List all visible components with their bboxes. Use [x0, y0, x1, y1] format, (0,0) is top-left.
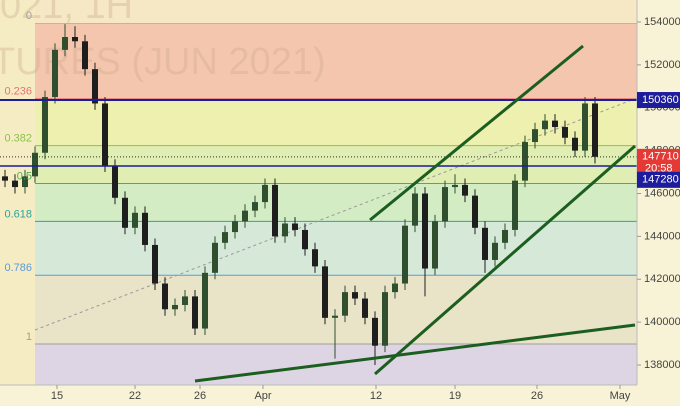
- candle-body: [362, 298, 368, 318]
- candle-body: [172, 304, 178, 310]
- candle-body: [212, 242, 218, 273]
- y-tick-label: 138000: [644, 359, 680, 371]
- candle-body: [302, 229, 308, 250]
- candle-body: [412, 193, 418, 226]
- candle-body: [322, 266, 328, 318]
- last-price-box: [637, 148, 680, 175]
- candle-body: [442, 187, 448, 222]
- trend-line: [369, 44, 584, 222]
- candle-body: [592, 103, 598, 157]
- fib-band: [35, 275, 637, 344]
- candle-body: [562, 127, 568, 138]
- candle-body: [332, 315, 338, 318]
- candle-body: [522, 142, 528, 181]
- fib-band: [35, 23, 637, 99]
- fib-band-top: [35, 0, 637, 24]
- candle-body: [282, 223, 288, 237]
- candle-body: [292, 223, 298, 230]
- fib-label: 0: [26, 10, 32, 22]
- watermark-top: 021, 1H: [0, 0, 133, 27]
- candle-body: [202, 272, 208, 329]
- y-tick-label: 146000: [644, 187, 680, 199]
- candle-body: [402, 225, 408, 284]
- candle-body: [312, 249, 318, 267]
- last-price-label: 147710: [642, 151, 679, 163]
- candle-body: [262, 184, 268, 203]
- candle-body: [552, 120, 558, 128]
- price-line-label: 150360: [642, 94, 679, 106]
- x-tick-label: 19: [449, 390, 461, 402]
- candle-body: [542, 120, 548, 130]
- candle-body: [222, 232, 228, 243]
- price-line-box: [637, 92, 680, 109]
- countdown-label: 20:58: [645, 163, 673, 175]
- candle-body: [422, 193, 428, 269]
- candle-body: [492, 242, 498, 260]
- fib-label: 0.618: [4, 208, 32, 220]
- candle-body: [532, 129, 538, 143]
- candle-body: [382, 292, 388, 346]
- candle-body: [42, 97, 48, 153]
- candle-body: [62, 37, 68, 50]
- candle-body: [152, 244, 158, 284]
- candle-body: [462, 184, 468, 196]
- fib-label: 1: [26, 331, 32, 343]
- candle-body: [192, 296, 198, 329]
- candle-body: [12, 180, 18, 188]
- candle-body: [372, 317, 378, 346]
- candle-body: [272, 184, 278, 237]
- y-tick-label: 154000: [644, 16, 680, 28]
- price-line-box: [637, 171, 680, 188]
- trend-line: [194, 323, 636, 383]
- y-tick-label: 152000: [644, 59, 680, 71]
- candle-body: [132, 212, 138, 228]
- fib-label: 0.236: [4, 86, 32, 98]
- candle-body: [452, 184, 458, 188]
- price-line-label: 147280: [642, 174, 679, 186]
- candle-body: [232, 221, 238, 233]
- candle-body: [502, 229, 508, 243]
- candle-body: [342, 292, 348, 316]
- candle-body: [72, 37, 78, 42]
- candle-body: [392, 283, 398, 293]
- x-tick-label: 15: [51, 390, 63, 402]
- candle-body: [242, 210, 248, 222]
- candle-body: [472, 195, 478, 228]
- candle-body: [22, 176, 28, 188]
- candle-body: [32, 152, 38, 177]
- y-tick-label: 142000: [644, 273, 680, 285]
- candle-body: [582, 103, 588, 151]
- candle-body: [252, 202, 258, 211]
- candle-body: [142, 212, 148, 245]
- candle-body: [112, 165, 118, 198]
- candle-body: [52, 49, 58, 98]
- candle-body: [482, 227, 488, 260]
- fib-band: [35, 145, 637, 184]
- trend-line: [374, 144, 636, 376]
- watermark: TURES (JUN 2021): [0, 41, 326, 83]
- x-tick-label: 26: [531, 390, 543, 402]
- y-tick-label: 144000: [644, 230, 680, 242]
- candle-body: [122, 197, 128, 228]
- candle-body: [432, 221, 438, 269]
- x-tick-label: Apr: [254, 390, 271, 402]
- candle-body: [82, 41, 88, 70]
- x-tick-label: 26: [194, 390, 206, 402]
- fib-label: 0.786: [4, 262, 32, 274]
- x-tick-label: 22: [129, 390, 141, 402]
- candle-body: [102, 103, 108, 166]
- candle-body: [2, 176, 8, 181]
- y-tick-label: 140000: [644, 316, 680, 328]
- fib-label: 0.382: [4, 133, 32, 145]
- candle-body: [162, 283, 168, 310]
- fib-label: 0.5: [17, 170, 32, 182]
- candle-body: [182, 296, 188, 305]
- x-tick-label: May: [610, 390, 631, 402]
- x-tick-label: 12: [370, 390, 382, 402]
- candle-body: [512, 180, 518, 230]
- candle-body: [572, 137, 578, 151]
- candle-body: [352, 292, 358, 299]
- candle-body: [92, 69, 98, 104]
